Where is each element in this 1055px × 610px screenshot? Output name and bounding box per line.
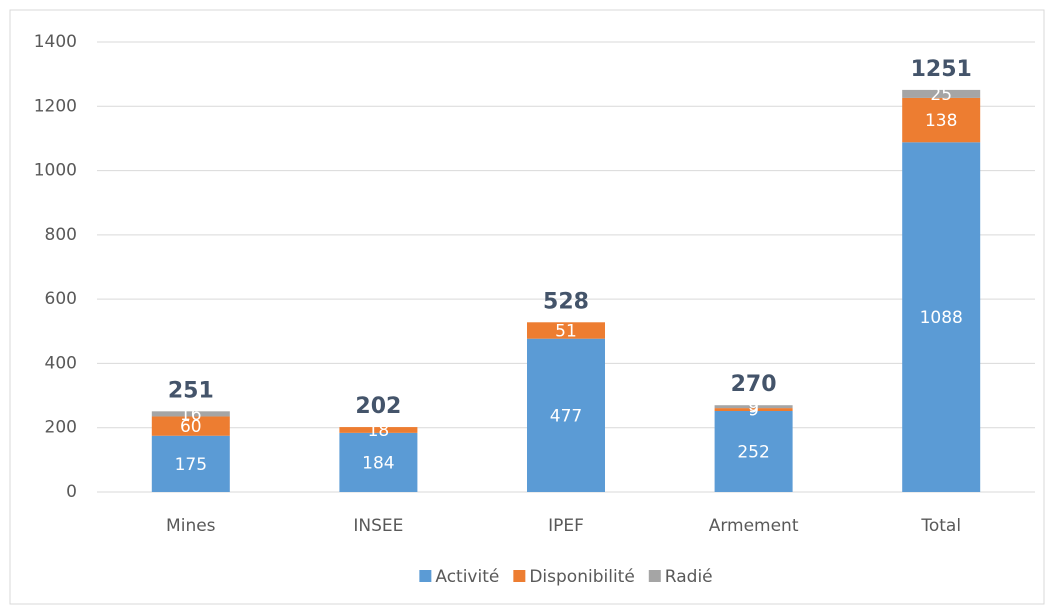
bar-segment — [339, 427, 418, 433]
bar-segment — [714, 411, 793, 492]
x-tick-label: INSEE — [353, 516, 403, 536]
legend-label: Radié — [665, 567, 713, 587]
value-label: 252 — [737, 443, 769, 463]
value-label: 9 — [748, 398, 759, 418]
value-label: 9 — [748, 401, 759, 421]
x-tick-label: IPEF — [548, 516, 584, 536]
value-label: 477 — [550, 406, 582, 426]
total-label: 251 — [168, 378, 214, 403]
value-label: 18 — [368, 421, 390, 441]
bar-segment — [151, 416, 230, 436]
x-tick-label: Total — [920, 516, 961, 536]
total-label: 528 — [543, 289, 589, 314]
bar-segment — [902, 97, 981, 143]
bar-segment — [339, 432, 418, 492]
y-tick-label: 1400 — [34, 32, 77, 52]
bar-segment — [527, 322, 605, 339]
bar-segment — [902, 89, 981, 98]
y-tick-label: 600 — [45, 289, 77, 309]
total-label: 270 — [731, 372, 777, 397]
legend-label: Activité — [435, 567, 499, 587]
value-label: 184 — [362, 453, 394, 473]
legend-swatch — [419, 570, 432, 582]
value-label: 175 — [175, 455, 207, 475]
value-label: 1088 — [920, 308, 963, 328]
value-label: 25 — [930, 85, 952, 105]
value-label: 51 — [555, 321, 577, 341]
bar-segment — [151, 411, 230, 417]
y-tick-label: 800 — [45, 225, 77, 245]
bar-segment — [151, 435, 230, 492]
total-label: 1251 — [911, 57, 972, 82]
value-label: 60 — [180, 417, 202, 437]
value-label: 16 — [180, 405, 202, 425]
legend-label: Disponibilité — [529, 567, 634, 587]
y-tick-label: 1200 — [34, 96, 77, 116]
legend-swatch — [648, 570, 661, 582]
value-label: 138 — [925, 111, 957, 131]
legend-swatch — [513, 570, 526, 582]
bar-segment — [902, 142, 981, 493]
y-tick-label: 200 — [45, 418, 77, 438]
x-tick-label: Armement — [709, 516, 799, 536]
y-tick-label: 0 — [66, 482, 77, 502]
bar-segment — [714, 405, 793, 409]
y-tick-label: 400 — [45, 353, 77, 373]
total-label: 202 — [355, 394, 401, 419]
bar-segment — [714, 408, 793, 411]
bar-segment — [527, 338, 605, 492]
x-tick-label: Mines — [166, 516, 216, 536]
chart-frame — [9, 9, 1045, 605]
y-tick-label: 1000 — [34, 161, 77, 181]
